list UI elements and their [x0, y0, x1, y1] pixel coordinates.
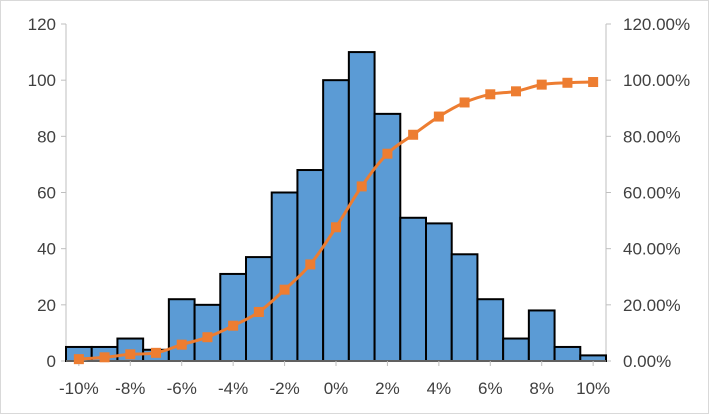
cumulative-marker	[459, 97, 470, 108]
cumulative-marker	[202, 332, 213, 343]
x-axis-tick-label: -10%	[59, 379, 99, 398]
cumulative-marker	[433, 111, 444, 122]
x-axis-tick-label: -8%	[115, 379, 145, 398]
left-axis-tick-label: 80	[37, 127, 56, 146]
cumulative-marker	[279, 284, 290, 295]
cumulative-marker	[253, 306, 264, 317]
right-axis-tick-label: 120.00%	[623, 15, 690, 34]
right-axis-tick-label: 60.00%	[623, 184, 681, 203]
left-axis-tick-label: 100	[28, 71, 56, 90]
right-axis-tick-label: 20.00%	[623, 296, 681, 315]
x-axis-tick-label: 2%	[375, 379, 400, 398]
cumulative-marker	[176, 339, 187, 350]
x-axis-tick-label: 0%	[324, 379, 349, 398]
right-y-axis: 0.00% 20.00% 40.00% 60.00% 80.00% 100.00% 120.…	[605, 15, 690, 371]
cumulative-marker	[305, 259, 316, 270]
x-axis-tick-label: 4%	[427, 379, 452, 398]
left-axis-tick-label: 0	[47, 352, 56, 371]
cumulative-marker	[536, 79, 547, 90]
cumulative-marker	[125, 349, 136, 360]
cumulative-marker	[99, 352, 110, 363]
histogram-bar	[219, 272, 248, 363]
histogram-bar	[553, 345, 582, 363]
right-axis-tick-label: 0.00%	[623, 352, 671, 371]
x-axis-tick-label: -6%	[167, 379, 197, 398]
x-axis-tick-label: -2%	[269, 379, 299, 398]
cumulative-marker	[382, 148, 393, 159]
cumulative-marker	[356, 181, 367, 192]
histogram-bar	[579, 354, 607, 362]
x-axis-tick-label: 6%	[478, 379, 503, 398]
histogram-bar	[476, 298, 505, 363]
histogram-bar	[425, 222, 453, 362]
left-y-axis: 0 20 40 60 80 100 120	[28, 15, 67, 371]
histogram-bar	[322, 79, 350, 363]
left-axis-tick-label: 40	[37, 240, 56, 259]
cumulative-marker	[228, 320, 239, 331]
cumulative-marker	[151, 347, 161, 358]
x-axis-tick-label: 8%	[529, 379, 554, 398]
x-axis-tick-label: 10%	[576, 379, 610, 398]
cumulative-line-series	[73, 77, 599, 365]
histogram-bar	[527, 309, 556, 363]
cumulative-marker	[73, 354, 84, 365]
histogram-bar	[502, 337, 530, 362]
right-axis-tick-label: 40.00%	[623, 240, 681, 259]
histogram-bar	[347, 51, 376, 362]
left-axis-tick-label: 60	[37, 184, 56, 203]
left-axis-tick-label: 120	[28, 15, 56, 34]
histogram-bars	[65, 51, 607, 363]
cumulative-marker	[562, 77, 573, 88]
histogram-bar	[450, 253, 479, 363]
cumulative-marker	[511, 86, 521, 97]
x-axis: -10% -8% -6% -4% -2% 0% 2% 4% 6% 8% 10%	[59, 360, 610, 398]
cumulative-marker	[485, 89, 496, 100]
right-axis-tick-label: 80.00%	[623, 127, 681, 146]
left-axis-tick-label: 20	[37, 296, 56, 315]
x-axis-tick-label: -4%	[218, 379, 248, 398]
histogram-bar	[167, 298, 196, 363]
cumulative-marker	[588, 77, 599, 88]
right-axis-tick-label: 100.00%	[623, 71, 690, 90]
histogram-bar	[399, 216, 427, 362]
cumulative-marker	[331, 222, 341, 233]
histogram-bar	[270, 191, 299, 362]
cumulative-marker	[408, 129, 419, 140]
